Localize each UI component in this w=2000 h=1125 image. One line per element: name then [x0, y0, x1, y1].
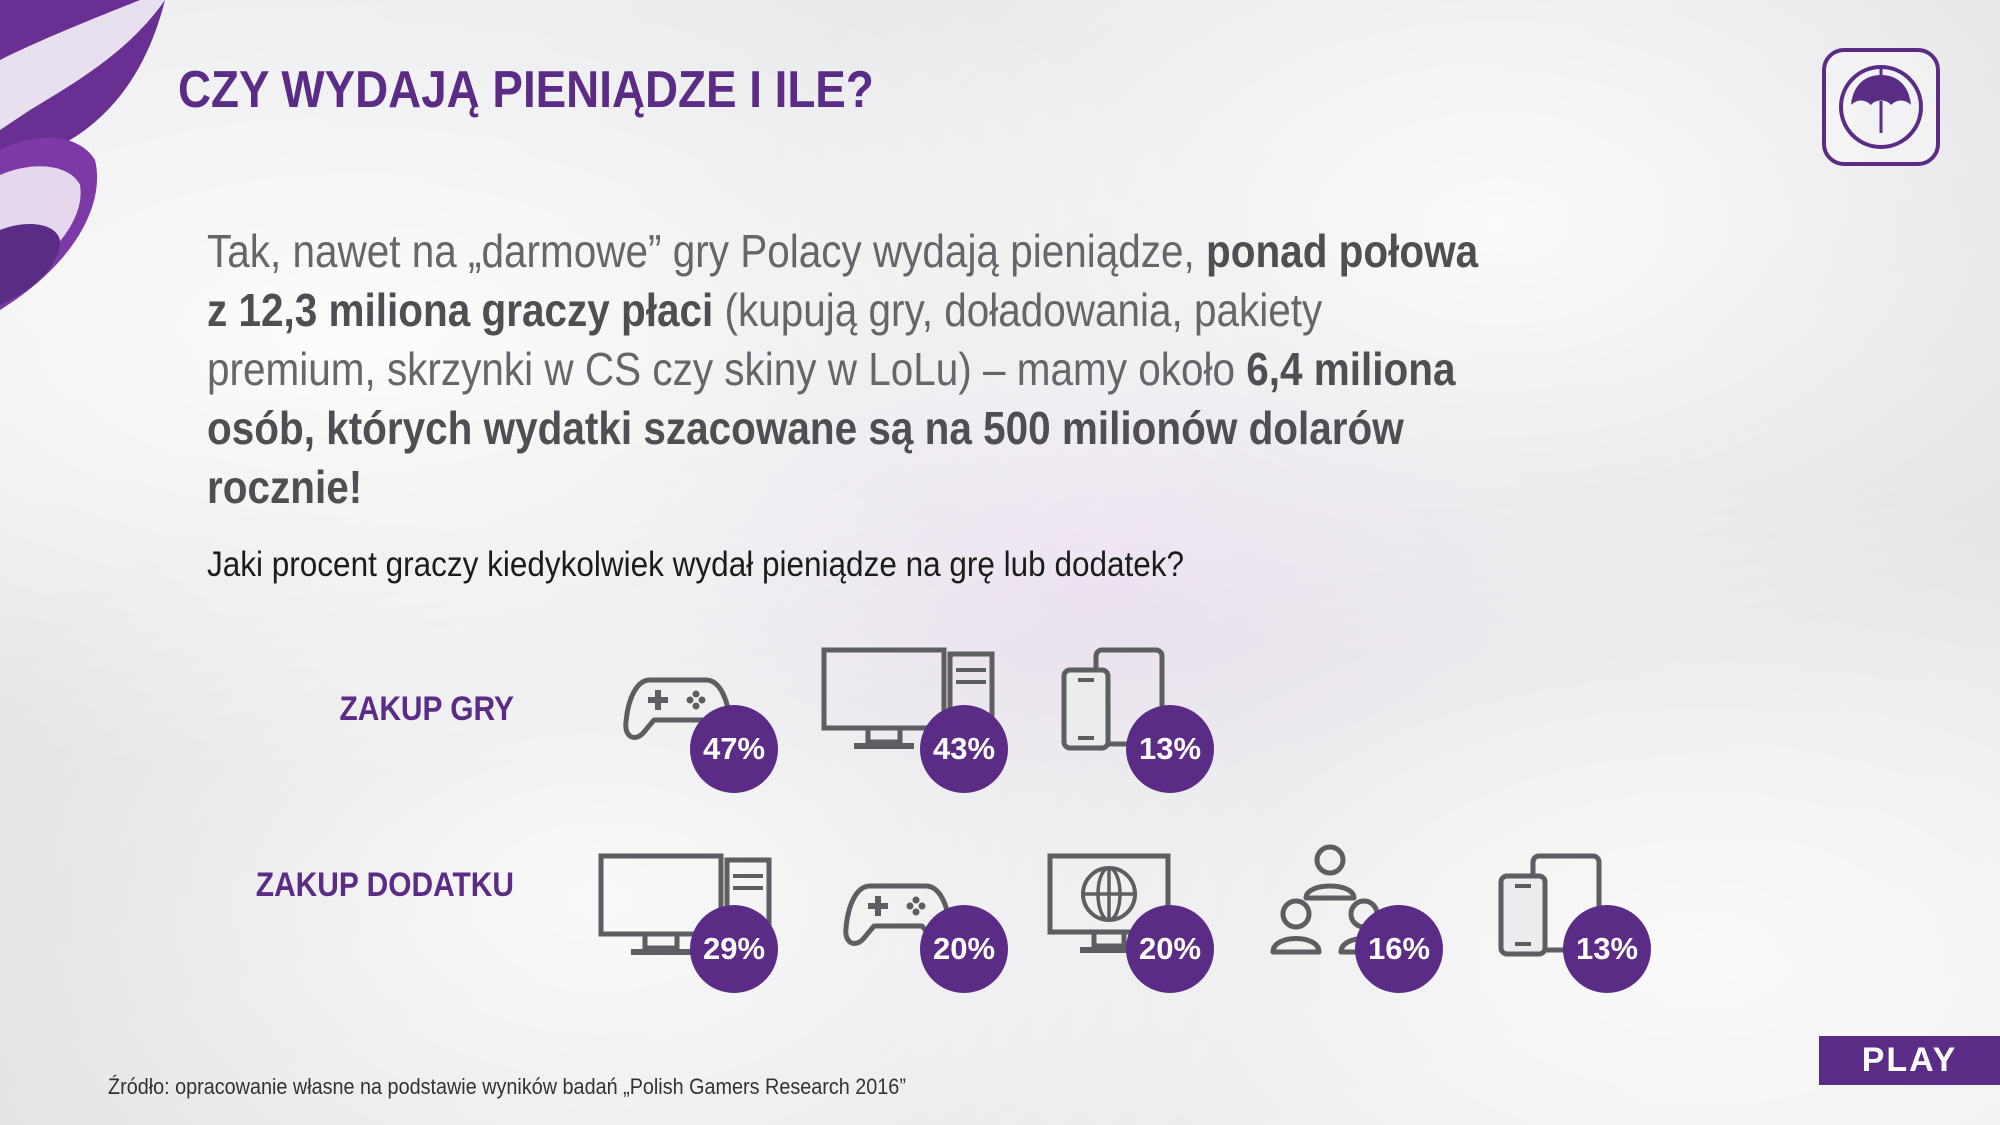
umbrella-logo-badge	[1822, 48, 1940, 166]
stat-game-purchase-gamepad: 47%	[620, 660, 778, 810]
stat-addon-purchase-social: 16%	[1270, 842, 1443, 993]
stat-addon-purchase-mobile: 13%	[1497, 852, 1651, 1002]
ribbon-logo-icon	[0, 0, 165, 310]
intro-bold-1: ponad połowa z 12,3 miliona graczy płaci	[207, 225, 1479, 336]
stat-addon-purchase-gamepad: 20%	[840, 876, 1008, 1026]
desktop-computer-icon	[598, 853, 772, 955]
stat-addon-purchase-pc: 29%	[597, 852, 778, 1002]
row-label-addon-purchase: ZAKUP DODATKU	[255, 866, 514, 904]
play-brand-logo: PLAY	[1819, 1036, 2000, 1085]
source-note: Źródło: opracowanie własne na podstawie …	[108, 1074, 906, 1099]
percentage-badge: 43%	[920, 705, 1008, 793]
page-title: CZY WYDAJĄ PIENIĄDZE I ILE?	[178, 61, 874, 119]
percentage-badge: 29%	[690, 905, 778, 993]
percentage-badge: 47%	[690, 705, 778, 793]
stat-game-purchase-pc: 43%	[820, 646, 1008, 796]
row-label-game-purchase: ZAKUP GRY	[339, 690, 514, 728]
intro-bold-2: 6,4 miliona osób, których wydatki szacow…	[207, 343, 1456, 513]
intro-text-1: Tak, nawet na „darmowe” gry Polacy wydaj…	[207, 225, 1207, 277]
percentage-badge: 20%	[1126, 905, 1214, 993]
percentage-badge: 16%	[1355, 905, 1443, 993]
percentage-badge: 13%	[1126, 705, 1214, 793]
percentage-badge: 20%	[920, 905, 1008, 993]
stat-game-purchase-mobile: 13%	[1060, 646, 1214, 796]
percentage-badge: 13%	[1563, 905, 1651, 993]
intro-paragraph: Tak, nawet na „darmowe” gry Polacy wydaj…	[207, 222, 1492, 517]
survey-question: Jaki procent graczy kiedykolwiek wydał p…	[207, 545, 1185, 584]
gamepad-icon	[843, 883, 953, 946]
stat-addon-purchase-web: 20%	[1046, 852, 1214, 1002]
social-users-icon	[1270, 844, 1390, 955]
intro-text-2: (kupują gry, doładowania, pakiety premiu…	[207, 284, 1323, 395]
umbrella-icon	[1839, 65, 1923, 149]
